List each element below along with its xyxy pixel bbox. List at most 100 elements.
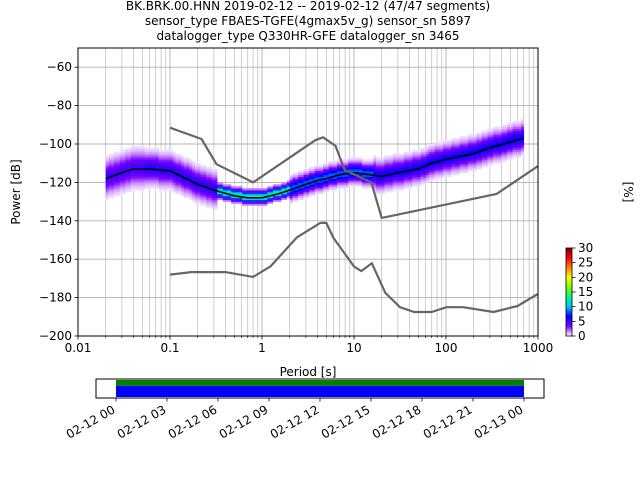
heatmap-cell bbox=[200, 197, 204, 200]
heatmap-cell bbox=[468, 138, 472, 141]
heatmap-cell bbox=[225, 188, 229, 191]
heatmap-cell bbox=[278, 199, 282, 202]
heatmap-cell bbox=[119, 161, 123, 164]
heatmap-cell bbox=[303, 180, 307, 183]
heatmap-cell bbox=[111, 190, 115, 193]
heatmap-cell bbox=[507, 122, 511, 126]
heatmap-cell bbox=[493, 157, 497, 160]
heatmap-cell bbox=[247, 190, 251, 193]
heatmap-cell bbox=[437, 157, 441, 160]
heatmap-cell bbox=[515, 136, 519, 139]
heatmap-cell bbox=[440, 151, 444, 154]
heatmap-cell bbox=[392, 161, 396, 164]
heatmap-cell bbox=[194, 168, 198, 172]
heatmap-cell bbox=[172, 180, 176, 183]
heatmap-cell bbox=[317, 182, 321, 185]
heatmap-cell bbox=[245, 201, 249, 204]
heatmap-cell bbox=[211, 207, 215, 210]
heatmap-cell bbox=[376, 190, 380, 193]
heatmap-cell bbox=[153, 159, 157, 162]
heatmap-cell bbox=[328, 163, 332, 166]
heatmap-cell bbox=[484, 138, 488, 141]
heatmap-cell bbox=[362, 186, 366, 189]
heatmap-cell bbox=[116, 192, 120, 195]
heatmap-cell bbox=[493, 151, 497, 154]
heatmap-cell bbox=[353, 165, 357, 168]
heatmap-cell bbox=[328, 178, 332, 181]
heatmap-cell bbox=[428, 147, 433, 151]
heatmap-cell bbox=[415, 178, 419, 181]
heatmap-cell bbox=[337, 165, 341, 168]
heatmap-cell bbox=[448, 159, 452, 162]
heatmap-cell bbox=[267, 190, 271, 193]
heatmap-cell bbox=[459, 153, 463, 156]
heatmap-cell bbox=[459, 136, 463, 139]
heatmap-cell bbox=[512, 155, 516, 158]
heatmap-cell bbox=[183, 170, 187, 174]
heatmap-cell bbox=[231, 188, 235, 191]
heatmap-cell bbox=[147, 184, 151, 187]
heatmap-cell bbox=[203, 167, 207, 170]
heatmap-cell bbox=[150, 151, 154, 154]
heatmap-cell bbox=[222, 199, 226, 202]
heatmap-cell bbox=[518, 136, 522, 139]
heatmap-cell bbox=[465, 157, 469, 160]
heatmap-cell bbox=[384, 161, 388, 164]
heatmap-cell bbox=[164, 161, 168, 164]
heatmap-cell bbox=[192, 170, 196, 174]
heatmap-cell bbox=[350, 165, 355, 168]
heatmap-cell bbox=[498, 153, 502, 156]
heatmap-cell bbox=[139, 168, 143, 172]
heatmap-cell bbox=[339, 182, 343, 185]
heatmap-cell bbox=[139, 176, 143, 179]
heatmap-cell bbox=[183, 163, 187, 166]
y-tick-label: −200 bbox=[39, 329, 72, 343]
heatmap-cell bbox=[364, 161, 368, 164]
heatmap-cell bbox=[465, 140, 469, 143]
heatmap-cell bbox=[364, 174, 368, 177]
heatmap-cell bbox=[203, 172, 207, 176]
heatmap-cell bbox=[133, 149, 137, 152]
heatmap-cell bbox=[334, 167, 338, 170]
heatmap-cell bbox=[114, 157, 118, 160]
heatmap-cell bbox=[309, 190, 313, 193]
heatmap-cell bbox=[373, 182, 377, 185]
heatmap-cell bbox=[133, 145, 137, 149]
heatmap-cell bbox=[345, 159, 349, 162]
heatmap-cell bbox=[323, 167, 327, 170]
heatmap-cell bbox=[398, 165, 402, 168]
heatmap-cell bbox=[484, 157, 488, 160]
heatmap-cell bbox=[119, 190, 123, 193]
heatmap-cell bbox=[428, 172, 433, 176]
heatmap-cell bbox=[116, 168, 120, 172]
heatmap-cell bbox=[337, 159, 341, 162]
heatmap-cell bbox=[105, 193, 109, 197]
heatmap-cell bbox=[242, 197, 246, 200]
heatmap-cell bbox=[127, 147, 132, 151]
heatmap-cell bbox=[169, 176, 173, 179]
heatmap-cell bbox=[258, 203, 263, 206]
heatmap-cell bbox=[448, 140, 452, 143]
heatmap-cell bbox=[153, 174, 157, 177]
heatmap-cell bbox=[127, 172, 132, 176]
heatmap-cell bbox=[192, 195, 196, 199]
heatmap-cell bbox=[206, 199, 210, 202]
heatmap-cell bbox=[175, 184, 179, 187]
heatmap-cell bbox=[323, 188, 327, 191]
heatmap-cell bbox=[459, 145, 463, 149]
heatmap-cell bbox=[409, 180, 413, 183]
heatmap-cell bbox=[270, 201, 274, 204]
heatmap-cell bbox=[303, 186, 307, 189]
heatmap-cell bbox=[180, 184, 185, 187]
heatmap-cell bbox=[136, 151, 140, 154]
heatmap-cell bbox=[114, 192, 118, 195]
heatmap-cell bbox=[144, 159, 148, 162]
heatmap-cell bbox=[381, 163, 385, 166]
heatmap-cell bbox=[228, 192, 232, 195]
heatmap-cell bbox=[484, 163, 488, 166]
heatmap-cell bbox=[501, 149, 505, 152]
heatmap-cell bbox=[169, 165, 173, 168]
heatmap-cell bbox=[119, 153, 123, 156]
heatmap-cell bbox=[428, 178, 433, 181]
heatmap-cell bbox=[306, 186, 310, 189]
